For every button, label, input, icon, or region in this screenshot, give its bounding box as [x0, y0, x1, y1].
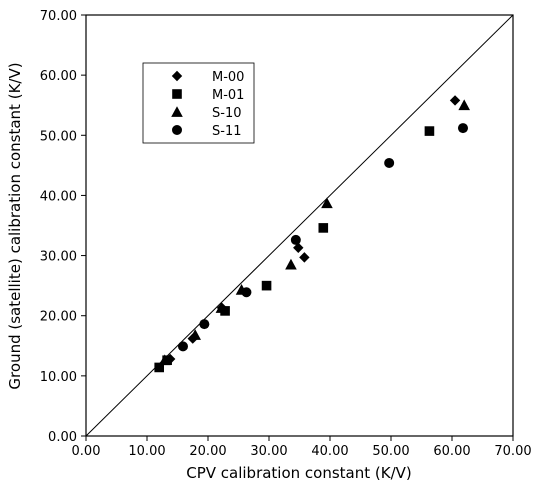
series-s-11 — [177, 123, 468, 352]
x-tick-label: 40.00 — [311, 444, 348, 459]
diamond-point — [299, 252, 310, 263]
y-tick-label: 0.00 — [48, 430, 77, 445]
legend-label: M-00 — [212, 70, 244, 85]
legend-marker-triangle — [171, 106, 183, 117]
x-tick-label: 50.00 — [372, 444, 409, 459]
square-point — [424, 126, 435, 136]
legend-box — [142, 62, 255, 144]
circle-point — [290, 234, 301, 245]
x-tick-label: 0.00 — [72, 444, 101, 459]
legend-label: S-10 — [212, 106, 242, 121]
circle-point — [199, 319, 210, 330]
y-tick-label: 20.00 — [40, 310, 77, 325]
x-tick-label: 20.00 — [189, 444, 226, 459]
x-tick-label: 30.00 — [250, 444, 287, 459]
circle-point — [177, 341, 188, 352]
plot-frame — [85, 14, 514, 437]
y-tick-label: 30.00 — [40, 250, 77, 265]
triangle-point — [458, 99, 470, 111]
legend-marker-diamond — [171, 70, 183, 82]
y-tick-label: 60.00 — [40, 69, 77, 84]
x-tick-label: 60.00 — [433, 444, 470, 459]
circle-point — [241, 287, 252, 298]
x-tick-label: 10.00 — [128, 444, 165, 459]
square-point — [318, 223, 329, 233]
x-axis-label: CPV calibration constant (K/V) — [186, 464, 412, 482]
legend: M-00 M-01 S-10 S-11 — [142, 62, 255, 144]
legend-label: M-01 — [212, 88, 244, 103]
x-tick-label: 70.00 — [494, 444, 531, 459]
diamond-point — [293, 242, 304, 253]
square-point — [154, 362, 164, 373]
triangle-point — [215, 302, 228, 313]
series-s-10 — [158, 99, 470, 366]
legend-marker-square — [172, 89, 182, 99]
circle-point — [457, 123, 468, 134]
y-tick-label: 40.00 — [40, 189, 77, 204]
triangle-point — [189, 329, 201, 340]
diamond-point — [449, 95, 461, 106]
legend-marker-circle — [172, 125, 182, 135]
axes: 0.00 10.00 20.00 30.00 40.00 50.00 60.00 70.00 0… — [40, 9, 532, 459]
data-points — [154, 95, 470, 373]
triangle-point — [158, 354, 171, 366]
y-tick-label: 50.00 — [40, 129, 77, 144]
square-point — [261, 280, 272, 291]
y-tick-label: 10.00 — [40, 370, 77, 385]
legend-label: S-11 — [212, 124, 242, 139]
circle-point — [384, 157, 395, 168]
triangle-point — [321, 197, 333, 209]
y-axis-label: Ground (satellite) calibration constant … — [6, 62, 24, 389]
triangle-point — [285, 258, 297, 270]
y-tick-label: 70.00 — [40, 9, 77, 24]
